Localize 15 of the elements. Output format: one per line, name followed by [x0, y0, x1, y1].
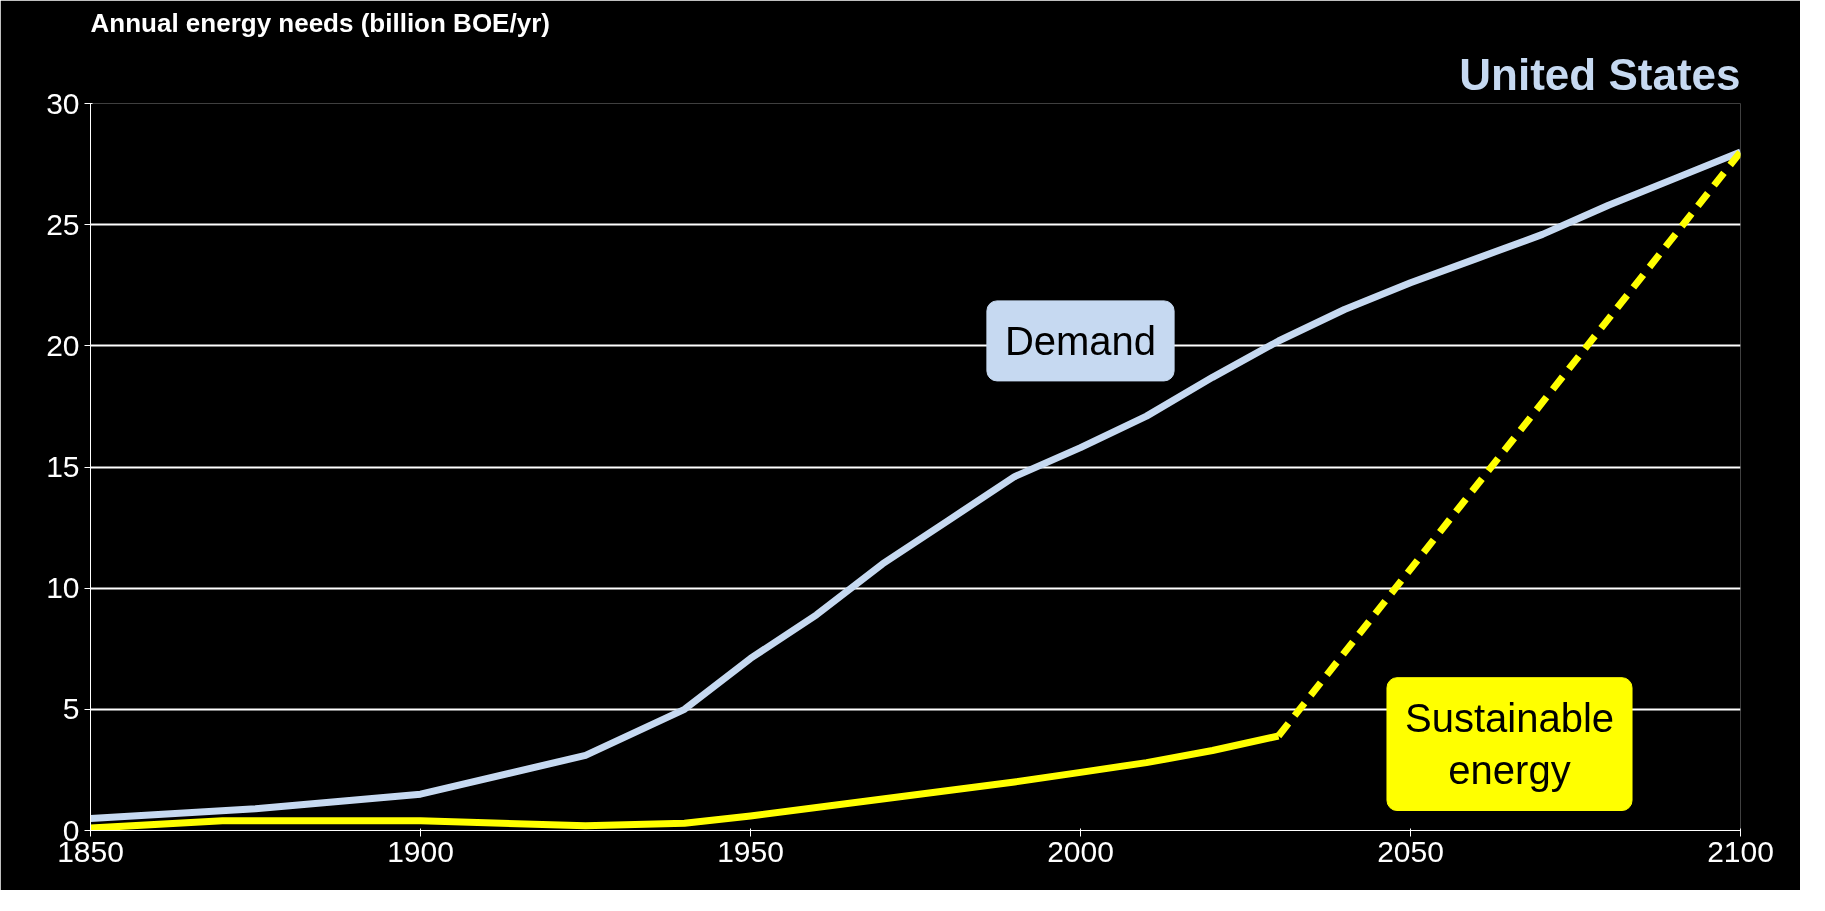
- y-tick-label: 10: [46, 571, 80, 605]
- y-tick-label: 25: [46, 207, 80, 241]
- y-tick-label: 15: [46, 450, 80, 483]
- x-tick-label: 1900: [387, 834, 454, 868]
- x-tick-label: 2050: [1377, 834, 1444, 868]
- x-tick-label: 2100: [1707, 834, 1774, 868]
- x-tick-label: 2000: [1047, 834, 1114, 868]
- series-label: Demand: [1004, 318, 1157, 363]
- y-axis-title: Annual energy needs (billion BOE/yr): [90, 7, 550, 38]
- y-tick-label: 20: [46, 328, 80, 362]
- chart-title: United States: [1459, 49, 1741, 99]
- x-tick-label: 1950: [717, 834, 784, 868]
- y-tick-label: 5: [62, 692, 80, 726]
- text: Sustainable energy: [1404, 695, 1615, 793]
- y-tick-label: 30: [46, 86, 80, 120]
